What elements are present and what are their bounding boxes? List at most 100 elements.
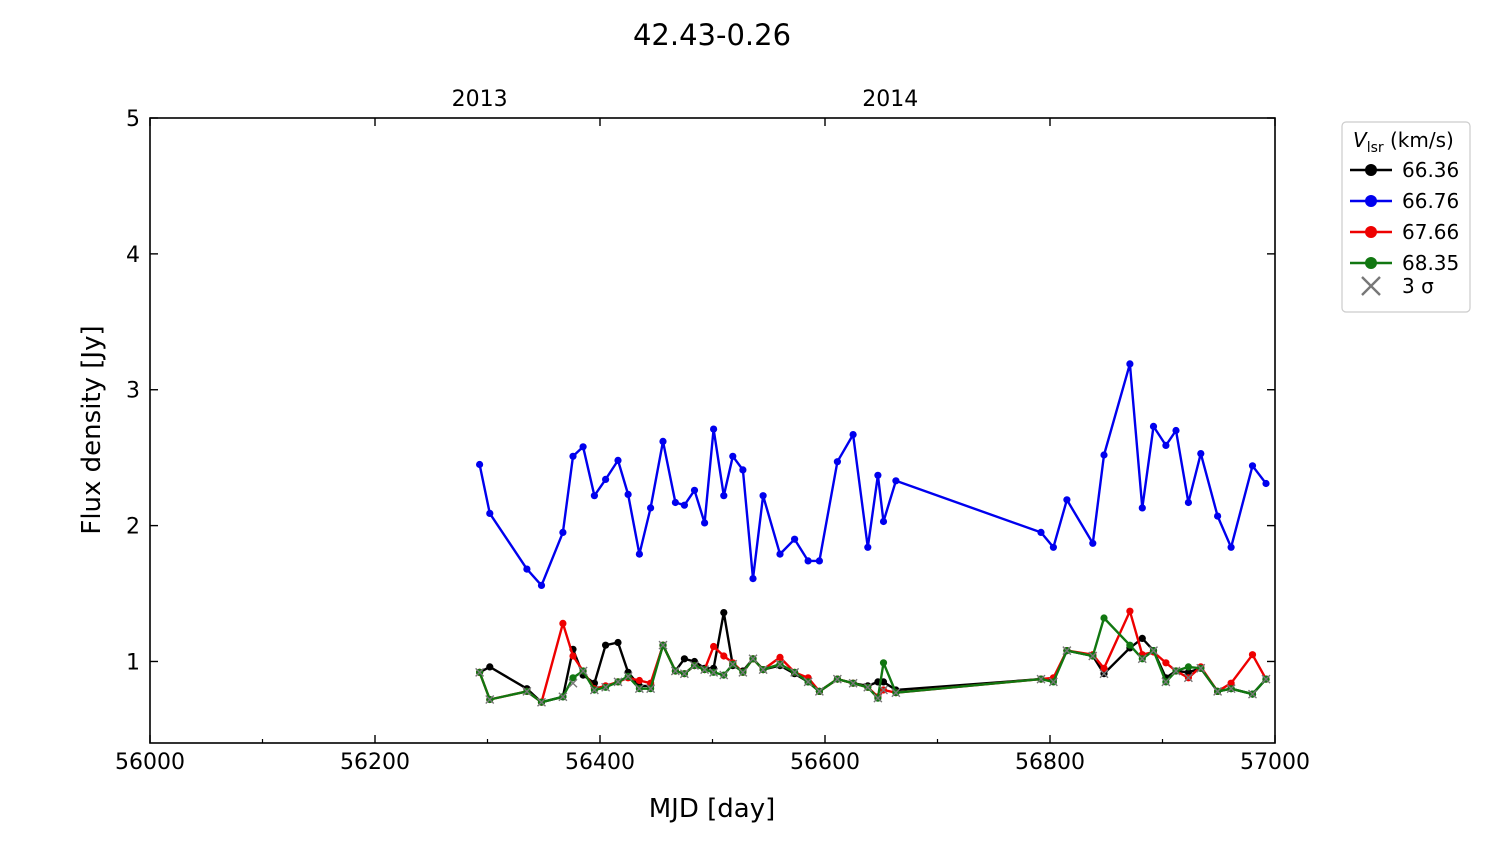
data-point — [1227, 543, 1235, 551]
data-point — [791, 535, 799, 543]
sigma-marker — [1137, 654, 1147, 664]
sigma-marker — [1149, 646, 1158, 656]
data-point — [1089, 539, 1097, 547]
data-point — [1184, 668, 1192, 676]
data-point — [647, 504, 655, 512]
data-point — [559, 619, 567, 628]
data-point — [680, 501, 689, 509]
sigma-marker — [485, 695, 495, 705]
data-point — [1262, 479, 1270, 488]
data-point — [1214, 512, 1222, 520]
data-point — [486, 663, 494, 671]
legend-label: 66.36 — [1402, 158, 1459, 182]
y-axis-label: Flux density [Jy] — [77, 325, 107, 534]
data-point — [701, 519, 709, 527]
data-point — [776, 550, 784, 558]
sigma-marker — [634, 684, 644, 694]
data-point — [1162, 659, 1170, 667]
sigma-marker — [709, 667, 719, 677]
legend-item-sigma: 3 σ — [1361, 274, 1434, 298]
data-point — [569, 452, 577, 460]
sigma-marker — [891, 688, 901, 698]
sigma-marker — [879, 685, 888, 695]
legend-title-unit: (km/s) — [1384, 128, 1454, 152]
data-point — [1049, 543, 1057, 551]
x-tick-label: 56000 — [115, 750, 185, 775]
legend-marker — [1365, 195, 1377, 207]
legend-marker — [1365, 257, 1377, 269]
data-point — [1248, 651, 1257, 659]
legend-item-66.36: 66.36 — [1350, 158, 1459, 182]
sigma-marker — [1261, 674, 1271, 684]
sigma-marker — [1226, 684, 1236, 694]
sigma-marker — [558, 692, 568, 702]
data-point — [624, 490, 632, 498]
plot-area — [475, 360, 1271, 707]
sigma-marker — [790, 667, 800, 677]
data-point — [892, 477, 900, 485]
legend-label: 66.76 — [1402, 189, 1459, 213]
y-tick-label: 2 — [126, 515, 140, 540]
sigma-marker — [1248, 689, 1257, 699]
legend-marker — [1365, 164, 1377, 176]
axes: 56000 56200 56400 56600 56800 57000 1 2 3 4 5 2013 2… — [115, 87, 1310, 775]
sigma-marker — [475, 667, 485, 677]
data-point — [1172, 426, 1180, 435]
data-point — [849, 431, 857, 439]
data-point — [635, 676, 644, 685]
data-point — [710, 425, 718, 433]
series-66.76 — [476, 360, 1270, 590]
data-point — [879, 659, 888, 667]
sigma-marker — [1161, 677, 1171, 687]
sigma-marker — [1099, 669, 1109, 679]
data-point — [537, 581, 546, 590]
sigma-marker — [1048, 677, 1058, 687]
data-point — [720, 492, 728, 500]
data-point — [476, 460, 484, 469]
data-point — [759, 492, 767, 500]
data-point — [614, 638, 622, 647]
data-point — [879, 517, 888, 526]
data-point — [559, 528, 567, 537]
data-point — [1126, 607, 1134, 615]
data-point — [680, 655, 689, 663]
data-point — [659, 437, 667, 445]
sigma-marker — [601, 682, 611, 692]
data-point — [486, 509, 494, 517]
sigma-marker — [658, 640, 668, 650]
data-point — [864, 543, 872, 551]
data-point — [729, 452, 737, 460]
data-point — [1184, 663, 1192, 671]
data-point — [1100, 614, 1108, 622]
sigma-marker — [719, 670, 729, 680]
sigma-marker — [646, 684, 656, 694]
data-point — [804, 557, 812, 565]
data-point — [1162, 441, 1170, 449]
legend-label: 3 σ — [1402, 274, 1434, 298]
data-point — [710, 642, 718, 651]
data-point — [602, 475, 610, 483]
top-year-label: 2014 — [862, 87, 918, 112]
legend-item-68.35: 68.35 — [1350, 251, 1459, 275]
sigma-marker — [690, 661, 699, 671]
sigma-marker — [679, 669, 689, 679]
data-point — [614, 456, 622, 464]
legend-item-67.66: 67.66 — [1350, 220, 1459, 244]
data-point — [1100, 664, 1108, 672]
data-point — [1138, 504, 1146, 512]
sigma-marker — [848, 678, 858, 688]
sigma-marker — [1062, 646, 1072, 656]
legend: Vlsr (km/s) 66.36 66.76 67.66 68.353 σ — [1341, 121, 1471, 313]
x-tick-label: 56600 — [790, 750, 860, 775]
plot-frame — [149, 117, 1276, 744]
data-point — [833, 458, 842, 466]
x-tick-label: 56400 — [565, 750, 635, 775]
sigma-marker — [522, 686, 532, 696]
data-point — [815, 557, 824, 565]
series-line — [478, 362, 1267, 587]
data-point — [590, 492, 599, 500]
data-point — [1063, 496, 1071, 504]
sigma-marker — [1171, 666, 1181, 676]
x-tick-label: 56200 — [340, 750, 410, 775]
data-point — [1184, 498, 1192, 507]
